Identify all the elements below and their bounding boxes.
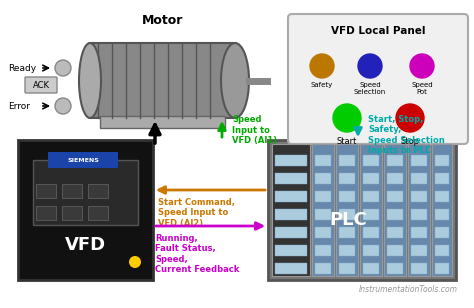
Text: Start, Stop,
Safety,
Speed Selection
Inputs to PLC: Start, Stop, Safety, Speed Selection Inp… (368, 115, 445, 155)
Bar (312, 144, 334, 276)
Text: Start Command,
Speed Input to
VFD (AI2): Start Command, Speed Input to VFD (AI2) (158, 198, 235, 228)
Bar (62, 184, 82, 198)
Text: Start: Start (337, 137, 357, 146)
Text: Ready: Ready (8, 63, 36, 72)
Bar (363, 227, 379, 238)
Bar (387, 155, 403, 166)
Bar (435, 173, 449, 184)
Bar (387, 227, 403, 238)
Circle shape (55, 60, 71, 76)
Text: Speed
Selection: Speed Selection (354, 82, 386, 95)
Bar (272, 144, 310, 276)
Bar (387, 245, 403, 256)
Bar (435, 191, 449, 202)
Bar (363, 245, 379, 256)
Text: InstrumentationTools.com: InstrumentationTools.com (359, 285, 458, 294)
Bar (387, 209, 403, 220)
Text: Error: Error (8, 102, 30, 111)
Bar (275, 173, 307, 184)
Bar (275, 209, 307, 220)
Text: VFD Local Panel: VFD Local Panel (331, 26, 425, 36)
Text: PLC: PLC (329, 211, 367, 229)
Circle shape (410, 54, 434, 78)
FancyBboxPatch shape (25, 77, 57, 93)
Circle shape (358, 54, 382, 78)
Bar (411, 245, 427, 256)
Bar (315, 209, 331, 220)
Bar (36, 184, 56, 198)
Bar (435, 263, 449, 274)
Bar (315, 227, 331, 238)
Bar (275, 155, 307, 166)
Bar (88, 184, 108, 198)
Bar (411, 191, 427, 202)
Bar (411, 155, 427, 166)
Bar (339, 263, 355, 274)
Bar (411, 209, 427, 220)
Bar (339, 209, 355, 220)
Bar (336, 144, 358, 276)
Circle shape (129, 256, 141, 268)
Bar (411, 227, 427, 238)
Bar (363, 173, 379, 184)
Bar (275, 245, 307, 256)
Bar (408, 144, 430, 276)
Bar (387, 173, 403, 184)
Circle shape (55, 98, 71, 114)
Bar (48, 152, 118, 168)
Text: VFD: VFD (65, 236, 106, 254)
Text: Speed
Input to
VFD (AI1): Speed Input to VFD (AI1) (232, 115, 277, 145)
Bar (315, 155, 331, 166)
Bar (315, 173, 331, 184)
Text: Stop: Stop (401, 137, 419, 146)
Bar (435, 155, 449, 166)
Bar (435, 227, 449, 238)
FancyBboxPatch shape (288, 14, 468, 144)
Bar (88, 206, 108, 220)
Bar (411, 263, 427, 274)
Bar (363, 191, 379, 202)
Text: Running,
Fault Status,
Speed,
Current Feedback: Running, Fault Status, Speed, Current Fe… (155, 234, 239, 274)
Circle shape (310, 54, 334, 78)
Ellipse shape (79, 43, 101, 118)
Bar (275, 191, 307, 202)
Text: Speed
Pot: Speed Pot (411, 82, 433, 95)
Bar (387, 191, 403, 202)
Bar (387, 263, 403, 274)
Bar (363, 155, 379, 166)
Circle shape (396, 104, 424, 132)
Bar (275, 227, 307, 238)
Circle shape (333, 104, 361, 132)
Bar (339, 191, 355, 202)
Bar (315, 263, 331, 274)
Bar (90, 43, 235, 118)
Bar (100, 116, 225, 128)
Bar (62, 206, 82, 220)
Bar (432, 144, 452, 276)
Bar (315, 191, 331, 202)
Bar (33, 160, 138, 225)
Text: SIEMENS: SIEMENS (67, 157, 99, 163)
Bar (435, 209, 449, 220)
Bar (36, 206, 56, 220)
Text: Motor: Motor (142, 14, 183, 27)
Bar (315, 245, 331, 256)
Ellipse shape (221, 43, 249, 118)
Bar (18, 140, 153, 280)
Bar (339, 227, 355, 238)
Bar (384, 144, 406, 276)
Bar (363, 263, 379, 274)
Bar (360, 144, 382, 276)
Bar (339, 173, 355, 184)
Text: ACK: ACK (33, 80, 49, 90)
Bar (339, 155, 355, 166)
Bar (275, 263, 307, 274)
Text: Safety: Safety (311, 82, 333, 88)
Bar (435, 245, 449, 256)
Bar (339, 245, 355, 256)
Bar (363, 209, 379, 220)
Bar (411, 173, 427, 184)
Bar (268, 140, 456, 280)
